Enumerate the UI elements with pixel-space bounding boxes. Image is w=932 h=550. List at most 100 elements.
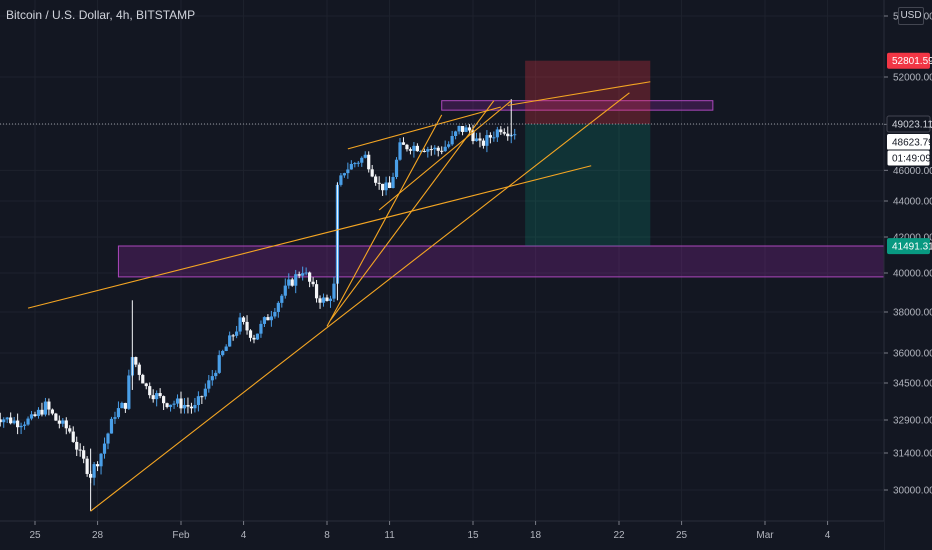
trendline[interactable] <box>347 106 501 150</box>
trendline[interactable] <box>378 100 512 211</box>
candle-body <box>16 420 20 428</box>
candles-layer <box>0 99 517 512</box>
candle-body <box>182 404 187 409</box>
candle-body <box>391 176 395 188</box>
candle <box>422 148 426 153</box>
candle-body <box>370 169 374 177</box>
time-tick-label: 4 <box>825 530 831 541</box>
candle <box>36 407 41 419</box>
candle <box>304 267 308 276</box>
candle <box>40 402 44 417</box>
candle <box>391 172 395 189</box>
candle <box>266 314 270 321</box>
support-resistance-zone[interactable] <box>117 245 891 278</box>
candle <box>318 295 322 309</box>
candle <box>321 293 326 307</box>
candle <box>241 316 246 325</box>
candle <box>5 416 9 424</box>
candle <box>120 401 124 409</box>
candle <box>235 325 239 339</box>
candle-body <box>186 404 190 407</box>
candle <box>43 397 48 417</box>
candle <box>273 307 277 319</box>
candle <box>280 293 284 308</box>
candle-body <box>214 372 218 377</box>
candle <box>287 273 291 289</box>
candle-body <box>200 396 204 398</box>
candle <box>116 401 121 419</box>
candle <box>377 176 381 190</box>
candle-body <box>120 402 124 409</box>
candle-body <box>12 420 16 424</box>
price-axis[interactable]: 30000.00 31400.00 32900.00 34500.00 36000.00… <box>883 0 932 550</box>
take-profit-zone[interactable] <box>525 123 651 247</box>
candle <box>33 411 37 418</box>
candle <box>210 370 214 386</box>
candle-body <box>175 398 180 404</box>
candle-body <box>71 431 75 442</box>
candle-body <box>75 441 79 450</box>
candle-body <box>123 402 127 409</box>
candle <box>360 156 364 167</box>
candle-body <box>168 404 173 407</box>
candle-body <box>301 273 305 276</box>
candle-body <box>29 414 34 419</box>
candle-body <box>426 149 430 152</box>
candle <box>255 333 260 340</box>
trendline[interactable] <box>90 92 630 512</box>
candle-body <box>297 274 301 276</box>
candle <box>460 125 465 136</box>
time-axis-bg <box>0 521 884 550</box>
badge-label: 49023.11 <box>892 119 932 130</box>
candle-body <box>325 297 329 301</box>
candle-body <box>134 357 138 365</box>
candle <box>99 453 103 475</box>
trendline[interactable] <box>27 165 592 309</box>
candle <box>92 461 96 486</box>
candle-body <box>228 335 232 347</box>
price-badges: 52801.59 49023.11 48623.79 01:49:09 41491.31 <box>886 52 932 255</box>
candle-body <box>387 182 392 188</box>
candle <box>485 130 489 153</box>
time-axis[interactable]: 25 28 Feb 4 8 11 15 18 22 25 Mar 4 <box>0 520 884 550</box>
candle-body <box>252 337 256 340</box>
candle <box>172 400 176 409</box>
trendline[interactable] <box>326 114 443 327</box>
candle-body <box>294 274 298 286</box>
candle <box>106 432 110 450</box>
candle-body <box>353 163 357 165</box>
candle-body <box>245 321 249 331</box>
price-tick-label: 44000.00 <box>893 197 932 208</box>
candle-body <box>241 317 246 322</box>
candle-body <box>179 398 183 409</box>
candle <box>224 344 228 352</box>
candle <box>294 269 298 294</box>
candle-body <box>22 424 27 426</box>
candle <box>9 412 13 425</box>
price-tick-label: 46000.00 <box>893 166 932 177</box>
candle <box>162 395 166 410</box>
currency-button[interactable]: USD <box>898 7 924 25</box>
candle-body <box>450 135 454 145</box>
price-tick-label: 40000.00 <box>893 269 932 280</box>
candle-body <box>384 182 388 191</box>
candle-body <box>502 132 506 134</box>
support-resistance-zone[interactable] <box>441 100 714 111</box>
candle <box>127 369 131 410</box>
candle <box>68 425 72 434</box>
badge-label: 48623.79 <box>892 137 932 148</box>
trendline[interactable] <box>507 81 651 106</box>
trendline[interactable] <box>330 100 495 321</box>
time-tick-label: 25 <box>676 530 688 541</box>
short-position-tool[interactable] <box>525 60 651 247</box>
candle <box>238 312 242 335</box>
candle <box>440 146 444 155</box>
candle-body <box>349 163 353 170</box>
candle <box>342 172 346 178</box>
time-tick-label: 28 <box>92 530 104 541</box>
candle-body <box>419 150 423 152</box>
candle <box>158 388 162 399</box>
candle-body <box>401 142 406 145</box>
candle-body <box>328 298 333 301</box>
